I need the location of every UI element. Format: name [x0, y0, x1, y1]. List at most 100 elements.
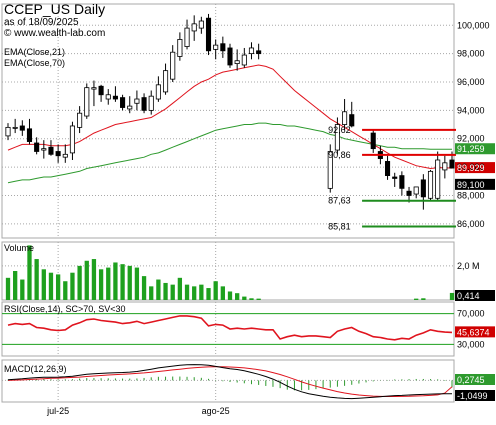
candle-body	[162, 70, 169, 93]
volume-bar	[63, 281, 68, 300]
candle-body	[141, 97, 147, 111]
volume-bar	[414, 298, 419, 300]
macd-line	[7, 364, 452, 400]
candle-body	[69, 125, 75, 154]
candle-body	[213, 44, 219, 50]
y-tick-label: 96,000	[457, 77, 485, 87]
volume-bar	[227, 291, 233, 300]
y-tick-label: 86,000	[457, 219, 485, 229]
candle-body	[34, 142, 40, 152]
candle-body	[112, 95, 118, 100]
volume-bar	[242, 296, 247, 300]
volume-bar	[192, 286, 197, 300]
volume-bar	[13, 271, 18, 300]
candle-body	[334, 124, 340, 151]
volume-bar	[70, 272, 75, 300]
y-tick-label: 98,000	[457, 49, 485, 59]
label-layer: CCEP_US Daily as of 18/09/2025 © www.wea…	[4, 1, 490, 416]
macd-value-0-box	[455, 374, 495, 385]
ema-short-label: EMA(Close,21)	[4, 47, 65, 57]
volume-bar	[184, 284, 190, 300]
candle-body	[91, 87, 97, 90]
candle-body	[19, 125, 25, 131]
chart-title: CCEP_US Daily	[4, 1, 105, 17]
volume-bar	[256, 298, 261, 300]
candle-body	[62, 153, 68, 158]
candle-body	[55, 151, 61, 157]
volume-bar	[134, 267, 140, 300]
volume-value-0-text: 0,414	[457, 291, 480, 301]
ema70-line	[7, 122, 452, 184]
grid-layer	[1, 3, 455, 403]
volume-bar	[27, 245, 32, 300]
candle-body	[148, 95, 154, 111]
candle-body	[256, 50, 262, 55]
price-value-2-box	[455, 178, 495, 190]
series-layer	[5, 13, 495, 401]
candle-body	[155, 84, 161, 100]
volume-bar	[170, 284, 175, 300]
price-value-1-text: 89,929	[457, 163, 485, 173]
volume-bar	[77, 265, 82, 300]
candle-body	[198, 20, 204, 29]
candle-body	[420, 179, 426, 198]
rsi-line	[7, 315, 453, 341]
candle-body	[349, 114, 355, 127]
rsi-label: RSI(Close,14), SC>70, SV<30	[4, 304, 126, 314]
candle-body	[191, 23, 197, 32]
candle-body	[234, 60, 240, 64]
y-tick-label: 2,0 M	[457, 261, 480, 271]
volume-bar	[213, 281, 218, 300]
candle-body	[399, 175, 405, 189]
volume-bar	[449, 292, 455, 300]
volume-bar	[199, 284, 204, 300]
level-label: 92,62	[328, 125, 351, 135]
volume-bar	[106, 267, 111, 300]
rsi-value-0-text: 45,6374	[457, 327, 490, 337]
candle-body	[413, 186, 419, 195]
candle-body	[177, 39, 183, 57]
volume-bar	[235, 293, 240, 300]
macd-value-1-text: -1,0499	[457, 391, 488, 401]
ema-long-label: EMA(Close,70)	[4, 58, 65, 68]
volume-bar	[149, 286, 154, 300]
volume-bar	[141, 276, 147, 300]
volume-bar	[84, 260, 89, 300]
candle-body	[370, 132, 376, 150]
y-tick-label: 94,000	[457, 105, 485, 115]
volume-bar	[206, 288, 211, 300]
volume-bar	[421, 298, 426, 300]
price-value-2-text: 89,100	[457, 180, 485, 190]
volume-bar	[177, 277, 183, 300]
macd-label: MACD(12,26,9)	[4, 364, 67, 374]
candle-body	[5, 126, 11, 137]
volume-bar	[249, 298, 254, 300]
macd-value-0-text: 0,2745	[457, 375, 485, 385]
candle-body	[184, 27, 190, 47]
y-tick-label: 88,000	[457, 190, 485, 200]
y-tick-label: 92,000	[457, 134, 485, 144]
volume-bar	[220, 286, 225, 300]
candle-body	[41, 148, 47, 151]
level-label: 85,81	[328, 222, 351, 232]
panel-frame-macd	[1, 359, 455, 403]
rsi-value-0-box	[455, 326, 495, 338]
candle-body	[449, 159, 455, 169]
volume-bar	[5, 277, 11, 300]
candle-body	[120, 97, 126, 108]
macd-value-1-box	[455, 390, 495, 401]
candle-body	[127, 105, 133, 110]
candle-body	[392, 176, 398, 179]
candle-body	[220, 43, 226, 52]
volume-bar	[98, 269, 104, 300]
candle-body	[205, 17, 212, 52]
volume-value-0-box	[455, 290, 495, 301]
candle-body	[384, 161, 391, 177]
chart-date: as of 18/09/2025	[4, 17, 79, 28]
volume-bar	[120, 264, 125, 300]
price-value-0-text: 91,259	[457, 144, 485, 154]
y-tick-label: 70,000	[457, 309, 485, 319]
candle-body	[26, 128, 33, 142]
candle-body	[442, 162, 448, 171]
x-tick-label: ago-25	[202, 406, 230, 416]
